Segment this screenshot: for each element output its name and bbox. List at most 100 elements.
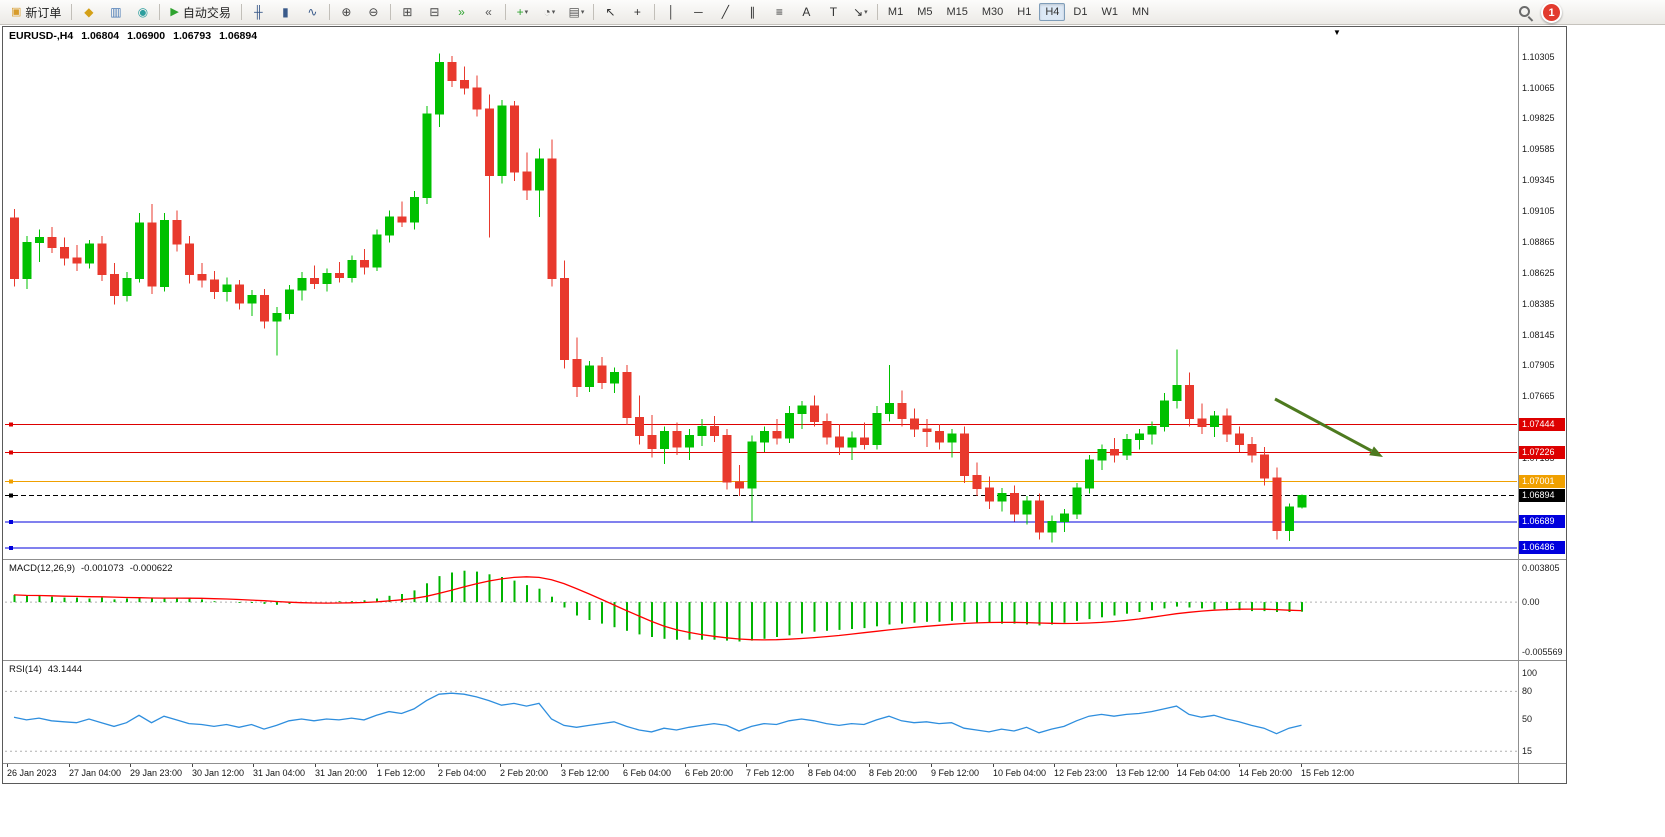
line-anchor-handle bbox=[9, 479, 13, 484]
bear-candle bbox=[260, 294, 269, 322]
line-chart-icon[interactable]: ∿ bbox=[299, 2, 326, 23]
macd-indicator-panel[interactable] bbox=[5, 560, 1517, 660]
zoom-out-icon[interactable]: ⊖ bbox=[360, 2, 387, 23]
toolbar-group: + ▾ ◔ ▾ ▤ ▾ bbox=[509, 0, 590, 24]
zoom-in-icon[interactable]: ⊕ bbox=[333, 2, 360, 23]
bear-candle bbox=[1035, 500, 1044, 533]
bear-candle bbox=[97, 243, 107, 276]
bear-candle bbox=[472, 87, 482, 110]
timeframe-d1-button[interactable]: D1 bbox=[1073, 6, 1088, 18]
bear-candle bbox=[910, 418, 919, 430]
timeframe-h1-button[interactable]: H1 bbox=[1017, 6, 1032, 18]
timeframe-m1-button[interactable]: M1 bbox=[887, 6, 904, 18]
panel-separator[interactable] bbox=[3, 660, 1566, 661]
bull-candle bbox=[747, 441, 757, 489]
text-icon[interactable]: A bbox=[793, 2, 820, 23]
price-tick-label: 1.08385 bbox=[1522, 299, 1555, 309]
timeframe-w1-button[interactable]: W1 bbox=[1101, 6, 1118, 18]
auto-scroll-icon[interactable]: » bbox=[448, 2, 475, 23]
arrows-tool-icon[interactable]: ↘ ▾ bbox=[847, 2, 874, 23]
cursor-icon: ↖ bbox=[605, 5, 616, 19]
time-tick bbox=[808, 764, 809, 767]
notification-badge[interactable]: 1 bbox=[1541, 2, 1562, 23]
timeframe-m30-button[interactable]: M30 bbox=[981, 6, 1004, 18]
timeframe-h4-button[interactable]: H4 bbox=[1039, 3, 1066, 21]
timeframe-m5-button[interactable]: M5 bbox=[917, 6, 933, 18]
bear-candle bbox=[922, 428, 932, 433]
time-tick bbox=[869, 764, 870, 767]
bear-candle bbox=[1197, 418, 1207, 427]
horizontal-line-icon[interactable]: ─ bbox=[685, 2, 712, 23]
time-tick bbox=[192, 764, 193, 767]
new-order-button[interactable]: ▣ 新订单 bbox=[4, 1, 68, 24]
horizontal-line-icon: ─ bbox=[694, 5, 703, 19]
cursor-icon[interactable]: ↖ bbox=[597, 2, 624, 23]
time-tick bbox=[1239, 764, 1240, 767]
crosshair-icon[interactable]: + bbox=[624, 2, 651, 23]
data-window-icon[interactable]: ▥ bbox=[102, 2, 129, 23]
cascade-windows-icon[interactable]: ⊟ bbox=[421, 2, 448, 23]
bull-candle bbox=[1297, 495, 1307, 508]
label-icon: T bbox=[829, 5, 838, 19]
bull-candle bbox=[422, 113, 432, 198]
bear-candle bbox=[397, 216, 407, 223]
toolbar-separator bbox=[653, 4, 655, 20]
navigator-icon[interactable]: ◉ bbox=[129, 2, 156, 23]
market-watch-icon[interactable]: ◆ bbox=[75, 2, 102, 23]
bull-candle bbox=[135, 222, 144, 279]
cascade-windows-icon: ⊟ bbox=[429, 5, 440, 19]
auto-trading-button[interactable]: ▶ 自动交易 bbox=[163, 1, 237, 24]
bull-candle bbox=[785, 413, 794, 439]
time-axis-label: 2 Feb 04:00 bbox=[438, 768, 487, 778]
bear-candle bbox=[960, 433, 969, 476]
trend-arrow-annotation[interactable] bbox=[1274, 397, 1383, 457]
timeframe-mn-button[interactable]: MN bbox=[1131, 6, 1150, 18]
bear-candle bbox=[510, 105, 519, 173]
indicators-icon[interactable]: + ▾ bbox=[509, 2, 536, 23]
bull-candle bbox=[1122, 438, 1132, 456]
toolbar-separator bbox=[504, 4, 506, 20]
price-tick-label: 1.08145 bbox=[1522, 330, 1555, 340]
price-axis[interactable]: 1.10305 1.10065 1.09825 1.09585 1.09345 1.091… bbox=[1519, 27, 1566, 783]
zoom-in-icon: ⊕ bbox=[341, 5, 352, 19]
line-chart-icon: ∿ bbox=[307, 5, 318, 19]
candlestick-chart-icon[interactable]: ▮ bbox=[272, 2, 299, 23]
time-axis-label: 30 Jan 12:00 bbox=[192, 768, 245, 778]
tile-windows-icon[interactable]: ⊞ bbox=[394, 2, 421, 23]
panel-separator[interactable] bbox=[3, 559, 1566, 560]
bear-candle bbox=[1010, 492, 1019, 515]
time-axis[interactable]: 26 Jan 2023 27 Jan 04:00 29 Jan 23:00 30 Ja… bbox=[3, 764, 1566, 783]
bear-candle bbox=[460, 80, 469, 89]
macd-name-label: MACD(12,26,9) bbox=[9, 563, 75, 574]
bull-candle bbox=[35, 236, 44, 243]
bear-candle bbox=[310, 278, 319, 285]
chart-shift-marker[interactable]: ▼ bbox=[1333, 28, 1341, 37]
periods-icon[interactable]: ◔ ▾ bbox=[536, 2, 563, 23]
rsi-indicator-panel[interactable] bbox=[5, 661, 1517, 763]
timeframe-m15-button[interactable]: M15 bbox=[946, 6, 968, 18]
chart-shift-icon[interactable]: « bbox=[475, 2, 502, 23]
rsi-axis-label: 15 bbox=[1522, 746, 1533, 756]
label-icon[interactable]: T bbox=[820, 2, 847, 23]
price-tag: 1.06689 bbox=[1519, 515, 1565, 528]
rsi-line bbox=[13, 692, 1302, 735]
trendline-icon[interactable]: ╱ bbox=[712, 2, 739, 23]
vertical-line-icon: │ bbox=[667, 5, 676, 19]
bull-candle bbox=[1172, 384, 1182, 402]
bull-candle bbox=[872, 413, 882, 446]
channel-icon[interactable]: ∥ bbox=[739, 2, 766, 23]
templates-icon[interactable]: ▤ ▾ bbox=[563, 2, 590, 23]
bar-chart-icon[interactable]: ╫ bbox=[245, 2, 272, 23]
search-icon[interactable] bbox=[1517, 4, 1534, 21]
vertical-line-icon[interactable]: │ bbox=[658, 2, 685, 23]
bear-candle bbox=[547, 158, 557, 279]
bull-candle bbox=[322, 272, 332, 285]
templates-icon: ▤ bbox=[568, 5, 580, 19]
bull-candle bbox=[1160, 400, 1169, 427]
candlestick-chart[interactable] bbox=[5, 29, 1517, 559]
fibonacci-icon[interactable]: ≡ bbox=[766, 2, 793, 23]
fibonacci-icon: ≡ bbox=[775, 5, 783, 19]
tile-windows-icon: ⊞ bbox=[402, 5, 413, 19]
toolbar-separator bbox=[592, 4, 594, 20]
bull-candle bbox=[385, 216, 394, 236]
